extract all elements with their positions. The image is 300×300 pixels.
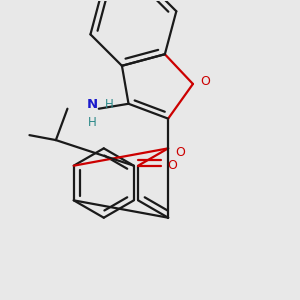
Text: N: N <box>87 98 98 111</box>
Text: O: O <box>200 76 210 88</box>
Text: H: H <box>88 116 97 129</box>
Text: O: O <box>175 146 184 159</box>
Text: H: H <box>105 98 113 111</box>
Text: O: O <box>167 159 177 172</box>
